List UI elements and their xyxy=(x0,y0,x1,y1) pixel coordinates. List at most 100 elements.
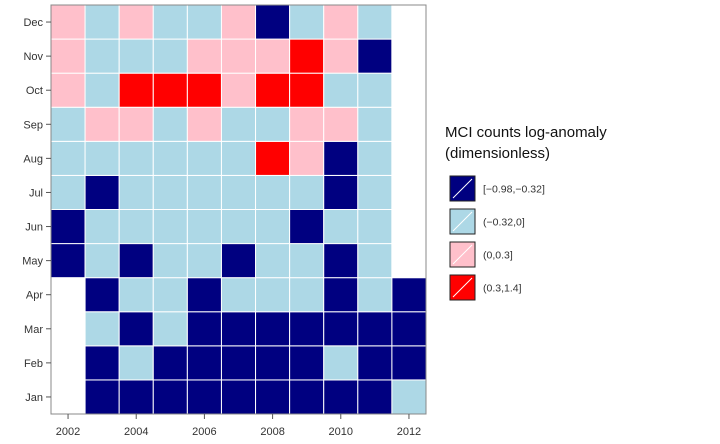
heatmap-cell-sep-2004 xyxy=(118,106,154,142)
heatmap-cell-aug-2009 xyxy=(289,140,325,176)
heatmap-cell-dec-2005 xyxy=(152,4,188,40)
heatmap-cell-apr-2003 xyxy=(84,277,120,313)
heatmap-cell-aug-2003 xyxy=(84,140,120,176)
heatmap-cell-feb-2008 xyxy=(255,345,291,381)
heatmap-cell-oct-2005 xyxy=(152,72,188,108)
heatmap-cell-jul-2010 xyxy=(323,174,359,211)
heatmap-cell-nov-2004 xyxy=(118,38,154,74)
heatmap-cell-nov-2010 xyxy=(323,38,359,74)
heatmap-cell-feb-2006 xyxy=(186,345,222,381)
y-tick-label-dec: Dec xyxy=(23,17,43,29)
heatmap-cell-aug-2005 xyxy=(152,140,188,176)
heatmap-cell-mar-2007 xyxy=(220,311,257,347)
y-tick-label-sep: Sep xyxy=(23,119,43,131)
y-tick-label-oct: Oct xyxy=(26,85,43,97)
heatmap-cell-jan-2008 xyxy=(255,379,291,415)
heatmap-cell-jun-2005 xyxy=(152,209,188,245)
heatmap-cell-mar-2003 xyxy=(84,311,120,347)
heatmap-cell-may-2008 xyxy=(255,243,291,279)
heatmap-cell-mar-2004 xyxy=(118,311,154,347)
heatmap-cell-mar-2008 xyxy=(255,311,291,347)
legend-swatch-slash xyxy=(452,244,473,265)
heatmap-cell-feb-2003 xyxy=(84,345,120,381)
heatmap-cell-jun-2010 xyxy=(323,209,359,245)
heatmap-cell-sep-2010 xyxy=(323,106,359,142)
heatmap-cell-apr-2002 xyxy=(50,277,86,313)
heatmap-cell-may-2002 xyxy=(50,243,86,279)
y-tick-label-jun: Jun xyxy=(25,222,43,234)
legend-label-3: (0,0.3] xyxy=(483,250,513,262)
heatmap-cell-jul-2012 xyxy=(391,174,427,211)
heatmap-cell-may-2006 xyxy=(186,243,222,279)
heatmap-cell-aug-2006 xyxy=(186,140,222,176)
heatmap-cell-jan-2007 xyxy=(220,379,257,415)
heatmap-cell-mar-2010 xyxy=(323,311,359,347)
heatmap-cell-may-2009 xyxy=(289,243,325,279)
heatmap-cell-jan-2006 xyxy=(186,379,222,415)
heatmap-cell-dec-2009 xyxy=(289,4,325,40)
heatmap-cell-aug-2004 xyxy=(118,140,154,176)
heatmap-cell-apr-2006 xyxy=(186,277,222,313)
heatmap-cell-may-2010 xyxy=(323,243,359,279)
heatmap-cell-jul-2009 xyxy=(289,174,325,211)
heatmap-cell-jan-2003 xyxy=(84,379,120,415)
legend: [−0.98,−0.32] (−0.32,0] (0,0.3] (0.3,1.4] xyxy=(449,175,545,301)
heatmap-cell-jul-2008 xyxy=(255,174,291,211)
legend-swatch-slash xyxy=(452,211,473,232)
heatmap-cell-jan-2005 xyxy=(152,379,188,415)
heatmap-cell-dec-2002 xyxy=(50,4,86,40)
heatmap-cell-nov-2006 xyxy=(186,38,222,74)
legend-swatch-slash xyxy=(452,277,473,298)
heatmap-cell-sep-2007 xyxy=(220,106,257,142)
heatmap-cell-oct-2012 xyxy=(391,72,427,108)
heatmap-cell-may-2004 xyxy=(118,243,154,279)
heatmap-cell-feb-2004 xyxy=(118,345,154,381)
heatmap-cell-dec-2012 xyxy=(391,4,427,40)
x-axis: 2002 2004 2006 2008 2010 2012 xyxy=(56,414,421,438)
heatmap-cell-feb-2012 xyxy=(391,345,427,381)
legend-title: MCI counts log-anomaly (dimensionless) xyxy=(445,122,705,164)
heatmap-cell-sep-2011 xyxy=(357,106,393,142)
heatmap-cell-jun-2003 xyxy=(84,209,120,245)
heatmap-cell-jun-2008 xyxy=(255,209,291,245)
heatmap-cell-may-2005 xyxy=(152,243,188,279)
heatmap-cell-jun-2007 xyxy=(220,209,257,245)
heatmap-cell-oct-2003 xyxy=(84,72,120,108)
heatmap-cell-oct-2004 xyxy=(118,72,154,108)
heatmap-cell-apr-2011 xyxy=(357,277,393,313)
heatmap-cell-dec-2007 xyxy=(220,4,257,40)
heatmap-cell-jul-2002 xyxy=(50,174,86,211)
heatmap-cells xyxy=(50,4,427,415)
heatmap-cell-dec-2010 xyxy=(323,4,359,40)
heatmap-cell-nov-2009 xyxy=(289,38,325,74)
heatmap-cell-oct-2009 xyxy=(289,72,325,108)
x-tick-label-2006: 2006 xyxy=(192,426,216,438)
heatmap-cell-apr-2009 xyxy=(289,277,325,313)
x-tick-label-2008: 2008 xyxy=(260,426,284,438)
heatmap-cell-jan-2012 xyxy=(391,379,427,415)
heatmap-cell-mar-2009 xyxy=(289,311,325,347)
heatmap-cell-jun-2004 xyxy=(118,209,154,245)
legend-swatch-slash xyxy=(452,178,473,199)
heatmap-cell-apr-2004 xyxy=(118,277,154,313)
y-tick-label-jan: Jan xyxy=(25,392,43,404)
plot-frame xyxy=(50,4,427,415)
heatmap-cell-may-2012 xyxy=(391,243,427,279)
heatmap-cell-may-2007 xyxy=(220,243,257,279)
legend-title-line-2: (dimensionless) xyxy=(445,145,551,162)
heatmap-cell-dec-2003 xyxy=(84,4,120,40)
y-tick-label-jul: Jul xyxy=(29,187,43,199)
heatmap-cell-dec-2011 xyxy=(357,4,393,40)
y-axis: Jan Feb Mar Apr May Jun Jul Aug Sep Oct Nov Dec xyxy=(22,17,51,404)
heatmap-cell-jul-2007 xyxy=(220,174,257,211)
heatmap-cell-mar-2012 xyxy=(391,311,427,347)
heatmap-cell-feb-2007 xyxy=(220,345,257,381)
heatmap-cell-sep-2009 xyxy=(289,106,325,142)
heatmap-cell-nov-2007 xyxy=(220,38,257,74)
heatmap-cell-feb-2002 xyxy=(50,345,86,381)
y-tick-label-mar: Mar xyxy=(24,324,43,336)
heatmap-cell-jan-2004 xyxy=(118,379,154,415)
heatmap-cell-jul-2011 xyxy=(357,174,393,211)
heatmap-cell-aug-2007 xyxy=(220,140,257,176)
